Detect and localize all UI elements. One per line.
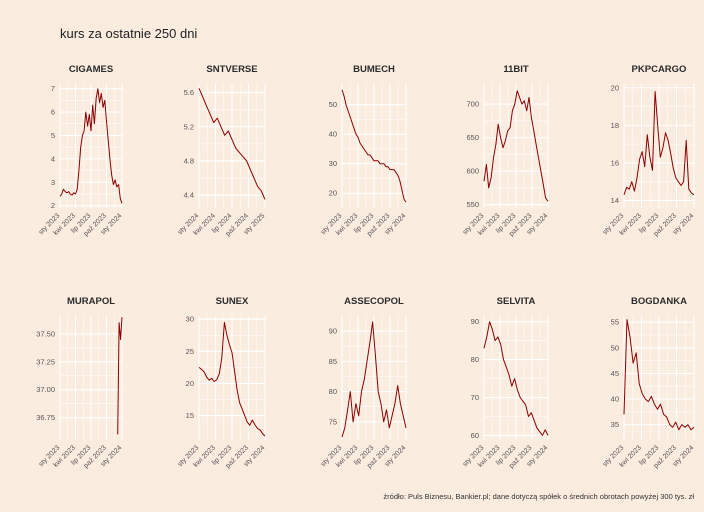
series-line — [341, 321, 407, 438]
series-line — [483, 321, 549, 436]
y-tick-label: 30 — [329, 159, 337, 168]
y-tick-label: 5 — [51, 131, 55, 140]
series-line — [483, 90, 549, 202]
y-tick-label: 16 — [611, 158, 619, 167]
series-line — [117, 317, 123, 435]
page-title: kurs za ostatnie 250 dni — [60, 26, 198, 41]
y-tick-label: 36.75 — [36, 413, 55, 422]
y-tick-label: 2 — [51, 201, 55, 210]
y-tick-label: 4 — [51, 154, 55, 163]
y-tick-label: 55 — [611, 318, 619, 327]
y-tick-label: 35 — [611, 420, 619, 429]
y-tick-label: 45 — [611, 369, 619, 378]
y-tick-label: 20 — [186, 379, 194, 388]
y-tick-label: 80 — [329, 387, 337, 396]
panel-title: 11BIT — [503, 64, 529, 75]
y-tick-label: 14 — [611, 196, 619, 205]
y-tick-label: 80 — [471, 355, 479, 364]
y-tick-label: 85 — [329, 357, 337, 366]
panel-title: SUNEX — [216, 296, 249, 307]
y-tick-label: 550 — [466, 200, 479, 209]
y-tick-label: 4.8 — [184, 156, 194, 165]
y-tick-label: 20 — [329, 189, 337, 198]
series-line — [623, 91, 695, 196]
y-tick-label: 90 — [329, 327, 337, 336]
panel-title: BUMECH — [353, 64, 395, 75]
y-tick-label: 20 — [611, 83, 619, 92]
y-tick-label: 650 — [466, 133, 479, 142]
y-tick-label: 50 — [329, 100, 337, 109]
y-tick-label: 60 — [471, 431, 479, 440]
y-tick-label: 37.25 — [36, 357, 55, 366]
y-tick-label: 40 — [329, 130, 337, 139]
panel-title: SELVITA — [497, 296, 536, 307]
series-line — [59, 88, 123, 204]
y-tick-label: 15 — [186, 411, 194, 420]
y-tick-label: 30 — [186, 315, 194, 324]
y-tick-label: 50 — [611, 343, 619, 352]
y-tick-label: 37.50 — [36, 329, 55, 338]
y-tick-label: 3 — [51, 178, 55, 187]
series-line — [341, 89, 407, 203]
panel-title: MURAPOL — [67, 296, 115, 307]
y-tick-label: 40 — [611, 395, 619, 404]
source-caption: źródło: Puls Biznesu, Bankier.pl; dane d… — [383, 492, 694, 501]
panel-title: SNTVERSE — [206, 64, 257, 75]
y-tick-label: 37.00 — [36, 385, 55, 394]
y-tick-label: 18 — [611, 121, 619, 130]
y-tick-label: 70 — [471, 393, 479, 402]
series-line — [198, 321, 266, 437]
y-tick-label: 90 — [471, 317, 479, 326]
y-tick-label: 7 — [51, 84, 55, 93]
panel-title: CIGAMES — [69, 64, 113, 75]
y-tick-label: 700 — [466, 100, 479, 109]
series-line — [623, 319, 695, 431]
y-tick-label: 75 — [329, 417, 337, 426]
panel-title: ASSECOPOL — [344, 296, 404, 307]
series-line — [198, 88, 266, 200]
y-tick-label: 5.6 — [184, 88, 194, 97]
y-tick-label: 600 — [466, 167, 479, 176]
y-tick-label: 4.4 — [184, 191, 194, 200]
panel-title: PKPCARGO — [632, 64, 687, 75]
y-tick-label: 6 — [51, 108, 55, 117]
y-tick-label: 25 — [186, 347, 194, 356]
panel-title: BOGDANKA — [631, 296, 687, 307]
y-tick-label: 5.2 — [184, 122, 194, 131]
